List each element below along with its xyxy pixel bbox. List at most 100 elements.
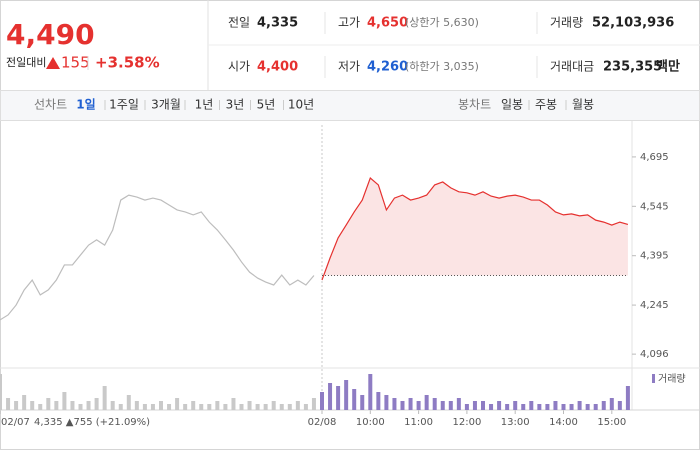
price-line — [0, 194, 315, 321]
volume-bar — [239, 404, 244, 410]
volume-bar — [432, 398, 437, 410]
volume-bar — [118, 404, 123, 410]
legend-label: 거래량 — [658, 373, 686, 385]
volume-bar — [440, 401, 445, 410]
volume-bar — [183, 404, 188, 410]
volume-bar — [271, 401, 276, 410]
volume-bar — [617, 401, 622, 410]
tab-group-label: 봉차트 — [458, 98, 491, 112]
volume-bar — [561, 404, 566, 410]
stat-label: 거래량 — [550, 16, 583, 30]
volume-bar — [481, 401, 485, 410]
x-tick-label: 12:00 — [452, 417, 481, 428]
volume-bar — [175, 398, 180, 410]
volume-bar — [593, 404, 598, 410]
stat-value: 235,355 — [603, 60, 662, 75]
volume-bar — [464, 404, 469, 410]
stat-label: 시가 — [228, 60, 250, 74]
tab[interactable]: 1주일 — [109, 98, 139, 112]
change-label: 전일대비 — [6, 55, 46, 69]
volume-bar — [360, 395, 365, 410]
stat-note: (상한가 5,630) — [405, 16, 479, 29]
x-tick-label: 14:00 — [549, 417, 578, 428]
volume-bar — [247, 401, 252, 410]
tab[interactable]: 1년 — [195, 98, 214, 112]
volume-bar — [416, 401, 421, 410]
volume-bar — [6, 398, 11, 410]
tab[interactable]: 3개월 — [151, 98, 181, 112]
stat-label: 전일 — [228, 16, 250, 30]
volume-bar — [472, 401, 477, 410]
x-tick-label: 13:00 — [501, 417, 530, 428]
volume-bar — [287, 404, 292, 410]
tab[interactable]: 주봉 — [535, 98, 557, 112]
y-tick-label: 4,245 — [640, 300, 669, 311]
tab[interactable]: 일봉 — [501, 98, 523, 112]
stat-label: 거래대금 — [550, 60, 594, 74]
y-tick-label: 4,395 — [640, 251, 669, 262]
stat-label: 고가 — [338, 16, 360, 30]
volume-bar — [545, 404, 550, 410]
volume-bar — [231, 398, 236, 410]
volume-bar — [30, 401, 35, 410]
volume-bar — [553, 401, 558, 410]
price: 4,490 — [6, 18, 95, 51]
volume-bar — [368, 374, 373, 410]
volume-bar — [384, 395, 389, 410]
volume-bar — [569, 404, 574, 410]
volume-bar — [94, 398, 99, 410]
volume-bar — [255, 404, 260, 410]
x-tick-label: 11:00 — [404, 417, 433, 428]
volume-bar — [0, 374, 2, 410]
volume-bar — [86, 401, 91, 410]
volume-bar — [320, 392, 324, 410]
volume-bar — [497, 401, 502, 410]
volume-bar — [336, 386, 341, 410]
volume-bar — [456, 398, 461, 410]
volume-bar — [505, 404, 510, 410]
y-tick-label: 4,096 — [640, 349, 669, 360]
volume-bar — [102, 386, 107, 410]
volume-bar — [609, 398, 614, 410]
tab[interactable]: 3년 — [226, 98, 245, 112]
volume-bar — [537, 404, 542, 410]
volume-bar — [263, 404, 268, 410]
volume-bar — [279, 404, 284, 410]
volume-bar — [134, 401, 139, 410]
tab[interactable]: 5년 — [257, 98, 276, 112]
volume-bar — [54, 401, 59, 410]
tab[interactable]: 10년 — [288, 98, 314, 112]
volume-bar — [14, 401, 19, 410]
volume-bar — [38, 404, 43, 410]
volume-bar — [625, 386, 630, 410]
stat-label: 저가 — [338, 60, 360, 74]
stat-value: 4,335 — [257, 16, 298, 31]
volume-bar — [126, 395, 131, 410]
volume-bar — [513, 401, 518, 410]
legend-swatch — [652, 374, 655, 383]
x-note: 4,335 ▲755 (+21.09%) — [34, 417, 150, 428]
volume-bar — [46, 398, 51, 410]
tab[interactable]: 1일 — [76, 98, 95, 112]
x-tick-label: 10:00 — [356, 417, 385, 428]
tabs: 1일 1주일 3개월 1년 3년 5년 10년 일봉 주봉 월봉 — [76, 98, 594, 112]
volume-bar — [223, 404, 228, 410]
volume-bar — [70, 401, 75, 410]
volume-bar — [22, 395, 27, 410]
chart: 4,096 4,245 4,395 4,545 4,695 02/07 02/08 10:00… — [0, 121, 700, 428]
volume-bar — [529, 401, 534, 410]
stat-note: (하한가 3,035) — [405, 59, 479, 73]
volume-bar — [577, 401, 582, 410]
y-tick-label: 4,545 — [640, 201, 669, 212]
tab[interactable]: 월봉 — [572, 98, 594, 112]
tab-bar — [0, 90, 700, 121]
volume-bar — [400, 401, 405, 410]
stat-value: 4,260 — [367, 60, 408, 75]
volume-bar — [424, 395, 429, 410]
volume-bar — [352, 389, 357, 410]
volume-bar — [78, 404, 83, 410]
volume-bar — [215, 401, 220, 410]
volume-bar — [585, 404, 590, 410]
volume-bar — [295, 401, 300, 410]
